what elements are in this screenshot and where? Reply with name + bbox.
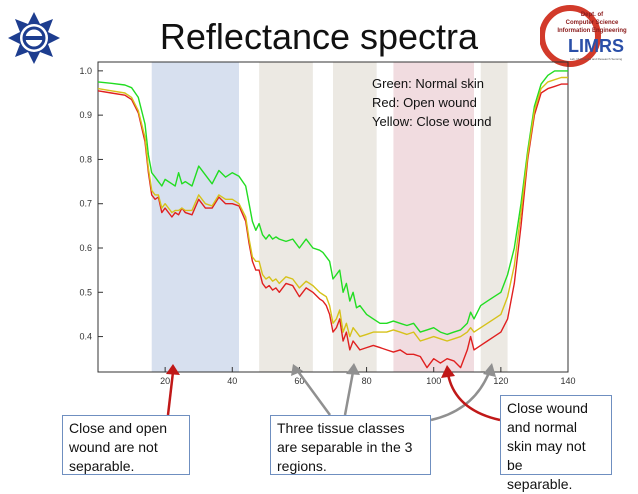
callout-left: Close and open wound are not separable. — [62, 415, 190, 475]
callout-right: Close wound and normal skin may not be s… — [500, 395, 612, 492]
shaded-region — [480, 62, 508, 372]
y-tick-label: 0.9 — [79, 110, 92, 120]
limrs-dept-line3: Information Engineering — [557, 28, 627, 34]
gray-arrow-1-head — [291, 364, 303, 376]
shaded-region — [151, 62, 239, 372]
y-tick-label: 0.4 — [79, 332, 92, 342]
limrs-brand: LIMRS — [568, 36, 624, 56]
red-arrow-left — [166, 371, 175, 416]
shaded-region — [259, 62, 313, 372]
legend-entry: Yellow: Close wound — [372, 114, 491, 129]
limrs-dept-line2: Computer Science — [566, 20, 619, 26]
limrs-logo: Dept. of Computer Science Information En… — [540, 5, 627, 67]
callout-right-line: and normal — [507, 419, 578, 435]
gray-arrow-3 — [430, 369, 492, 422]
shaded-region — [393, 62, 474, 372]
limrs-ring — [540, 5, 601, 67]
series-line-normal-skin — [97, 70, 568, 336]
y-tick-label: 0.7 — [79, 199, 92, 209]
x-tick-label: 140 — [560, 376, 575, 386]
plot-frame — [97, 61, 569, 373]
y-tick-label: 0.5 — [79, 287, 92, 297]
university-seal-logo — [8, 12, 60, 64]
y-tick-label: 1.0 — [79, 66, 92, 76]
seal-bar — [23, 36, 45, 40]
reflectance-chart: 20 40 60 80 100 120 140 0.4 0.5 0.6 0.7 0.8 0.9 1.0 Gr… — [79, 61, 576, 386]
callout-left-line: separable. — [69, 458, 135, 474]
x-tick-label: 100 — [426, 376, 441, 386]
slide-title: Reflectance spectra — [159, 16, 479, 57]
legend-entry: Red: Open wound — [372, 95, 477, 110]
callout-middle-line: are separable in the 3 — [277, 439, 413, 455]
y-tick-label: 0.8 — [79, 154, 92, 164]
callout-left-line: Close and open — [69, 420, 168, 436]
x-tick-label: 20 — [160, 376, 170, 386]
x-tick-label: 80 — [362, 376, 372, 386]
y-tick-label: 0.6 — [79, 243, 92, 253]
red-arrow-left-head — [166, 364, 180, 375]
gray-arrow-3-head — [483, 363, 496, 377]
callout-right-line: skin may not be — [507, 438, 586, 473]
gray-arrow-2-head — [346, 363, 360, 375]
callout-middle: Three tissue classes are separable in th… — [270, 415, 431, 475]
x-tick-label: 40 — [227, 376, 237, 386]
legend-entry: Green: Normal skin — [372, 76, 484, 91]
series-line-open-wound — [97, 83, 568, 369]
limrs-tagline: Lab. Multimedia and Research Sensing — [570, 57, 623, 61]
callout-middle-line: Three tissue classes — [277, 420, 405, 436]
gray-arrow-2 — [343, 371, 355, 416]
limrs-dept-line1: Dept. of — [581, 12, 604, 18]
gray-arrow-1 — [295, 369, 332, 416]
callout-right-line: Close wound — [507, 400, 588, 416]
callout-arrows — [166, 363, 501, 422]
red-arrow-right-head — [441, 365, 455, 378]
x-tick-label: 60 — [294, 376, 304, 386]
x-tick-label: 120 — [493, 376, 508, 386]
red-arrow-right — [446, 373, 501, 422]
callout-left-line: wound are not — [69, 439, 158, 455]
callout-middle-line: regions. — [277, 458, 327, 474]
series-line-close-wound — [97, 76, 568, 342]
